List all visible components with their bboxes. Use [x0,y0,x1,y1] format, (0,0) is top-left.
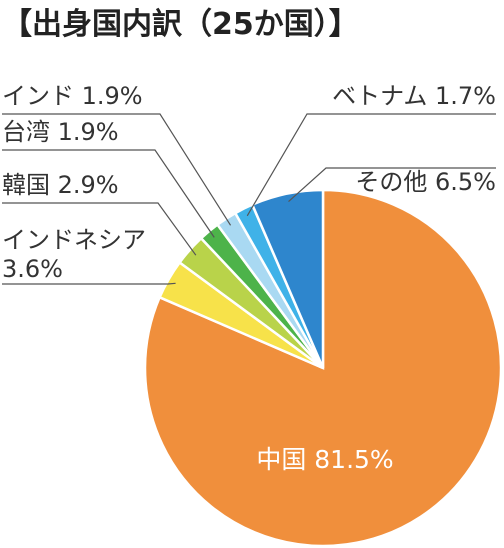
slice-1-leader [2,282,176,285]
slice-1-label: インドネシア [2,226,146,254]
slice-3-leader [2,149,215,238]
slice-6 [250,188,325,369]
slice-2-label: 韓国 2.9% [2,171,119,199]
slice-4-label: インド 1.9% [2,82,143,110]
slice-3-label: 台湾 1.9% [2,118,119,146]
slice-6-leader [288,167,496,202]
slice-1-value: 3.6% [2,255,63,283]
slice-5-leader [246,113,496,217]
chart-title: 【出身国内訳（25か国）】 [2,7,359,42]
leader-lines [2,113,496,285]
pie-slices [143,188,503,548]
slice-6-label: その他 6.5% [355,168,496,196]
slice-0-label: 中国 81.5% [256,445,393,474]
slice-5-label: ベトナム 1.7% [332,82,496,110]
slice-4-leader [2,113,232,226]
slice-2-leader [2,202,197,256]
